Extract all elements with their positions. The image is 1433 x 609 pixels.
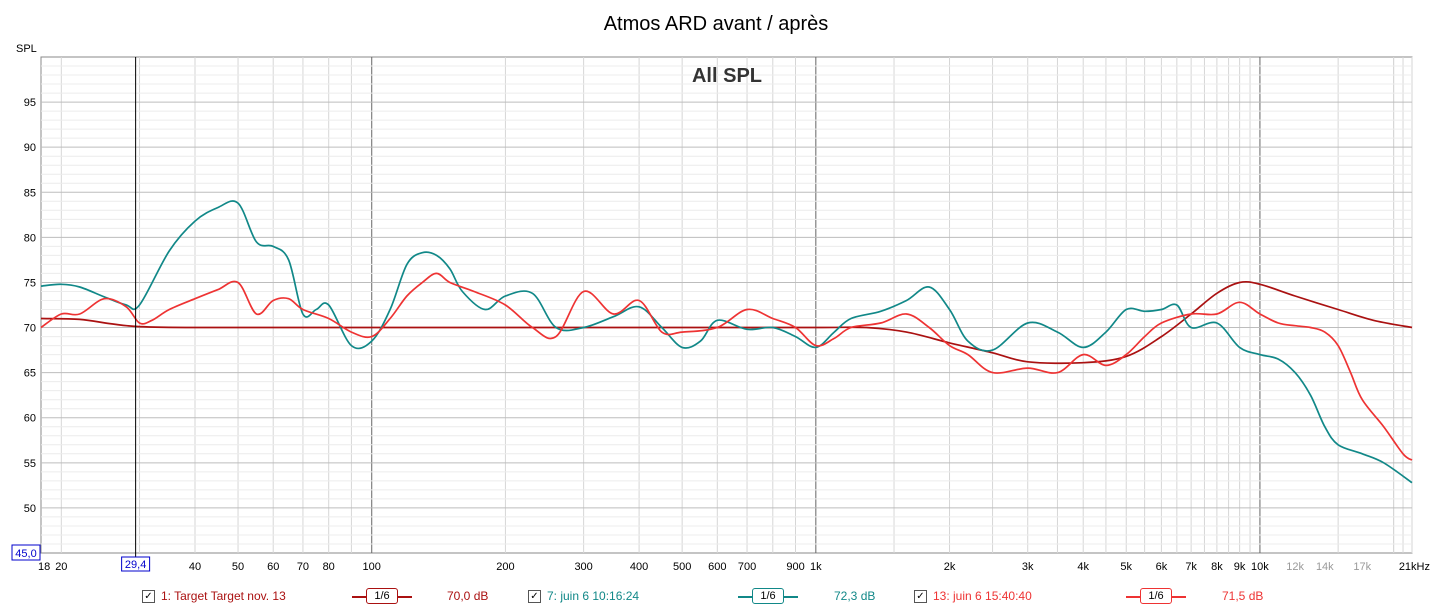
x-tick-label: 400 (630, 561, 648, 573)
smoothing-control-2[interactable]: 1/6 (738, 587, 798, 605)
x-tick-label: 12k (1286, 561, 1304, 573)
series-group (40, 200, 1413, 484)
x-tick-label: 21kHz (1399, 561, 1430, 573)
y-axis: 50 55 60 65 70 75 80 85 90 95 (24, 97, 36, 515)
x-tick-label: 3k (1022, 561, 1034, 573)
x-tick-label: 1k (810, 561, 822, 573)
x-tick-label: 60 (267, 561, 279, 573)
x-tick-label: 6k (1156, 561, 1168, 573)
x-tick-label: 2k (944, 561, 956, 573)
x-tick-label: 17k (1353, 561, 1371, 573)
smoothing-value: 1/6 (1140, 588, 1172, 604)
x-tick-label: 500 (673, 561, 691, 573)
y-tick-label: 80 (24, 232, 36, 244)
chart-title: Atmos ARD avant / après (604, 13, 829, 35)
legend: ✓ 1: Target Target nov. 13 1/6 70,0 dB ✓… (0, 583, 1433, 607)
x-tick-label: 7k (1185, 561, 1197, 573)
x-tick-label: 18 (38, 561, 50, 573)
x-tick-label: 900 (786, 561, 804, 573)
y-tick-label: 65 (24, 368, 36, 380)
x-tick-label: 4k (1077, 561, 1089, 573)
y-tick-label: 75 (24, 277, 36, 289)
x-tick-label: 200 (496, 561, 514, 573)
smoothing-value: 1/6 (752, 588, 784, 604)
legend-item-2[interactable]: ✓ 7: juin 6 10:16:24 (528, 587, 639, 605)
smoothing-control-3[interactable]: 1/6 (1126, 587, 1186, 605)
x-tick-label: 40 (189, 561, 201, 573)
legend-item-1[interactable]: ✓ 1: Target Target nov. 13 (142, 587, 286, 605)
x-tick-label: 50 (232, 561, 244, 573)
x-tick-label: 10k (1251, 561, 1269, 573)
legend-level: 70,0 dB (447, 589, 489, 603)
x-tick-label: 70 (297, 561, 309, 573)
x-tick-label: 8k (1211, 561, 1223, 573)
y-tick-label: 60 (24, 413, 36, 425)
legend-label: 7: juin 6 10:16:24 (547, 589, 640, 603)
legend-item-3[interactable]: ✓ 13: juin 6 15:40:40 (914, 587, 1032, 605)
y-tick-label: 95 (24, 97, 36, 109)
y-floor-box[interactable] (11, 544, 41, 561)
checkbox-icon[interactable]: ✓ (142, 589, 155, 603)
x-tick-label: 100 (363, 561, 381, 573)
x-tick-label: 700 (738, 561, 756, 573)
y-tick-label: 90 (24, 142, 36, 154)
series-line-2[interactable] (40, 200, 1413, 484)
x-axis: 18 20 40 50 60 70 80 100 200 300 400 500 600 700 900 1k… (38, 561, 1430, 573)
y-floor-label: 45,0 (15, 548, 36, 560)
x-tick-label: 80 (323, 561, 335, 573)
plot-annotation: All SPL (692, 65, 762, 87)
smoothing-value: 1/6 (366, 588, 398, 604)
checkbox-icon[interactable]: ✓ (528, 589, 541, 603)
x-tick-label: 600 (708, 561, 726, 573)
plot-area[interactable] (40, 56, 1413, 554)
x-tick-label: 9k (1234, 561, 1246, 573)
series-line-1[interactable] (40, 280, 1413, 365)
y-tick-label: 85 (24, 187, 36, 199)
x-tick-label: 20 (55, 561, 67, 573)
y-tick-label: 70 (24, 323, 36, 335)
legend-label: 13: juin 6 15:40:40 (933, 589, 1032, 603)
legend-level: 71,5 dB (1222, 589, 1264, 603)
x-tick-label: 14k (1316, 561, 1334, 573)
cursor-box[interactable] (121, 556, 151, 572)
x-tick-label: 300 (574, 561, 592, 573)
spl-chart: Atmos ARD avant / après SPL 50 55 60 65 70 75… (11, 13, 1430, 573)
y-axis-label: SPL (16, 43, 37, 55)
legend-label: 1: Target Target nov. 13 (161, 589, 286, 603)
smoothing-control-1[interactable]: 1/6 (352, 587, 412, 605)
cursor-label: 29,4 (125, 559, 146, 571)
series-line-3[interactable] (40, 272, 1413, 461)
checkbox-icon[interactable]: ✓ (914, 589, 927, 603)
y-tick-label: 55 (24, 458, 36, 470)
legend-level: 72,3 dB (834, 589, 876, 603)
y-tick-label: 50 (24, 503, 36, 515)
x-tick-label: 5k (1120, 561, 1132, 573)
